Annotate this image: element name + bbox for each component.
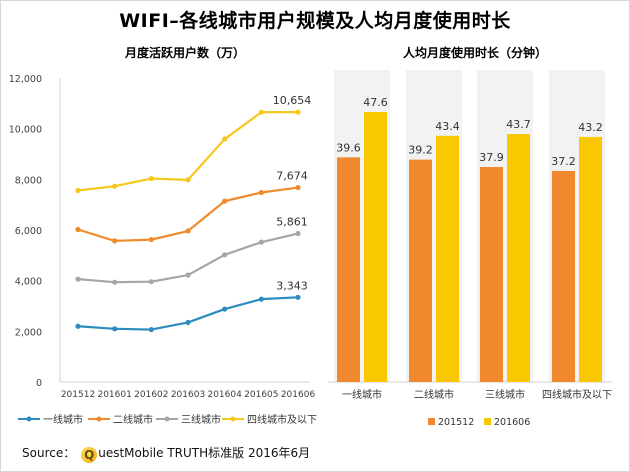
line-x-tick-label: 201604: [207, 390, 242, 400]
source-note: Source： Q uestMobile TRUTH标准版 2016年6月: [22, 444, 311, 463]
main-title: WIFI–各线城市用户规模及人均月度使用时长: [119, 10, 511, 32]
line-point: [112, 183, 118, 189]
bar-201606: [579, 136, 602, 382]
line-y-tick-label: 12,000: [9, 74, 42, 85]
bar-legend-swatch: [484, 418, 491, 425]
bar-value-label: 39.2: [408, 144, 433, 157]
line-point: [295, 109, 301, 115]
line-y-tick-label: 6,000: [15, 226, 42, 237]
line-point: [222, 198, 228, 204]
line-point: [295, 230, 301, 237]
line-legend-label: 四线城市及以下: [247, 413, 317, 426]
line-point: [148, 175, 154, 182]
bar-legend-swatch: [428, 418, 435, 425]
line-point: [222, 136, 228, 142]
line-x-tick-label: 201512: [61, 390, 95, 400]
line-point: [148, 326, 154, 333]
bar-x-tick-label: 四线城市及以下: [542, 388, 612, 401]
line-legend-label: 二线城市: [113, 413, 153, 426]
bar-201606: [507, 134, 530, 382]
line-point: [148, 237, 154, 243]
bar-x-tick-label: 三线城市: [485, 388, 525, 401]
bar-201512: [552, 170, 575, 382]
line-end-label: 7,674: [276, 170, 308, 183]
line-point: [222, 306, 228, 312]
line-legend-label: 一线城市: [43, 413, 83, 426]
line-point: [185, 319, 191, 326]
source-label: Source：: [22, 446, 76, 460]
line-legend-marker: [230, 416, 236, 422]
line-chart-title: 月度活跃用户数（万）: [124, 46, 245, 60]
line-point: [75, 323, 81, 329]
line-point: [222, 252, 228, 258]
line-end-label: 3,343: [276, 279, 308, 292]
line-point: [295, 184, 301, 191]
line-point: [112, 279, 118, 285]
bar-201606: [436, 135, 459, 382]
line-end-label: 5,861: [276, 216, 308, 229]
line-point: [185, 177, 191, 183]
questmobile-logo: Q: [81, 447, 98, 463]
bar-value-label: 43.2: [578, 121, 603, 134]
line-x-tick-label: 201605: [244, 390, 278, 400]
line-legend-marker: [96, 416, 102, 422]
bar-chart-title: 人均月度使用时长（分钟）: [402, 46, 547, 60]
line-point: [112, 238, 118, 244]
bar-x-tick-label: 一线城市: [342, 388, 382, 401]
line-point: [258, 296, 264, 302]
line-point: [75, 226, 81, 233]
line-point: [112, 326, 118, 332]
line-point: [295, 294, 301, 300]
bar-201512: [337, 157, 360, 382]
line-point: [258, 239, 264, 245]
line-point: [185, 228, 191, 234]
line-y-tick-label: 0: [36, 378, 42, 389]
line-x-tick-label: 201606: [281, 390, 316, 400]
bar-value-label: 43.4: [435, 120, 460, 133]
line-y-tick-label: 2,000: [15, 327, 42, 338]
bar-legend-label: 201606: [494, 417, 530, 428]
bar-value-label: 37.9: [479, 151, 504, 164]
line-point: [258, 109, 264, 115]
bar-x-tick-label: 二线城市: [414, 388, 454, 401]
line-legend-label: 三线城市: [181, 413, 221, 426]
line-point: [75, 276, 81, 282]
bar-value-label: 39.6: [336, 141, 361, 154]
line-end-label: 10,654: [273, 94, 312, 107]
bar-201606: [364, 111, 387, 382]
bar-value-label: 43.7: [506, 118, 531, 131]
bar-201512: [409, 159, 432, 382]
line-y-tick-label: 4,000: [15, 277, 42, 288]
source-text: uestMobile TRUTH标准版 2016年6月: [98, 446, 311, 460]
line-point: [148, 279, 154, 285]
bar-201512: [480, 167, 503, 382]
line-legend-marker: [26, 416, 32, 422]
line-point: [258, 189, 264, 196]
line-x-tick-label: 201603: [171, 390, 205, 400]
bar-value-label: 47.6: [363, 96, 388, 109]
line-y-tick-label: 8,000: [15, 175, 42, 186]
line-point: [75, 187, 81, 194]
line-x-tick-label: 201602: [134, 390, 168, 400]
line-y-tick-label: 10,000: [9, 125, 42, 136]
bar-legend-label: 201512: [438, 417, 474, 428]
line-x-tick-label: 201601: [97, 390, 131, 400]
bar-value-label: 37.2: [551, 155, 576, 168]
line-point: [185, 272, 191, 278]
line-legend-marker: [164, 416, 170, 422]
